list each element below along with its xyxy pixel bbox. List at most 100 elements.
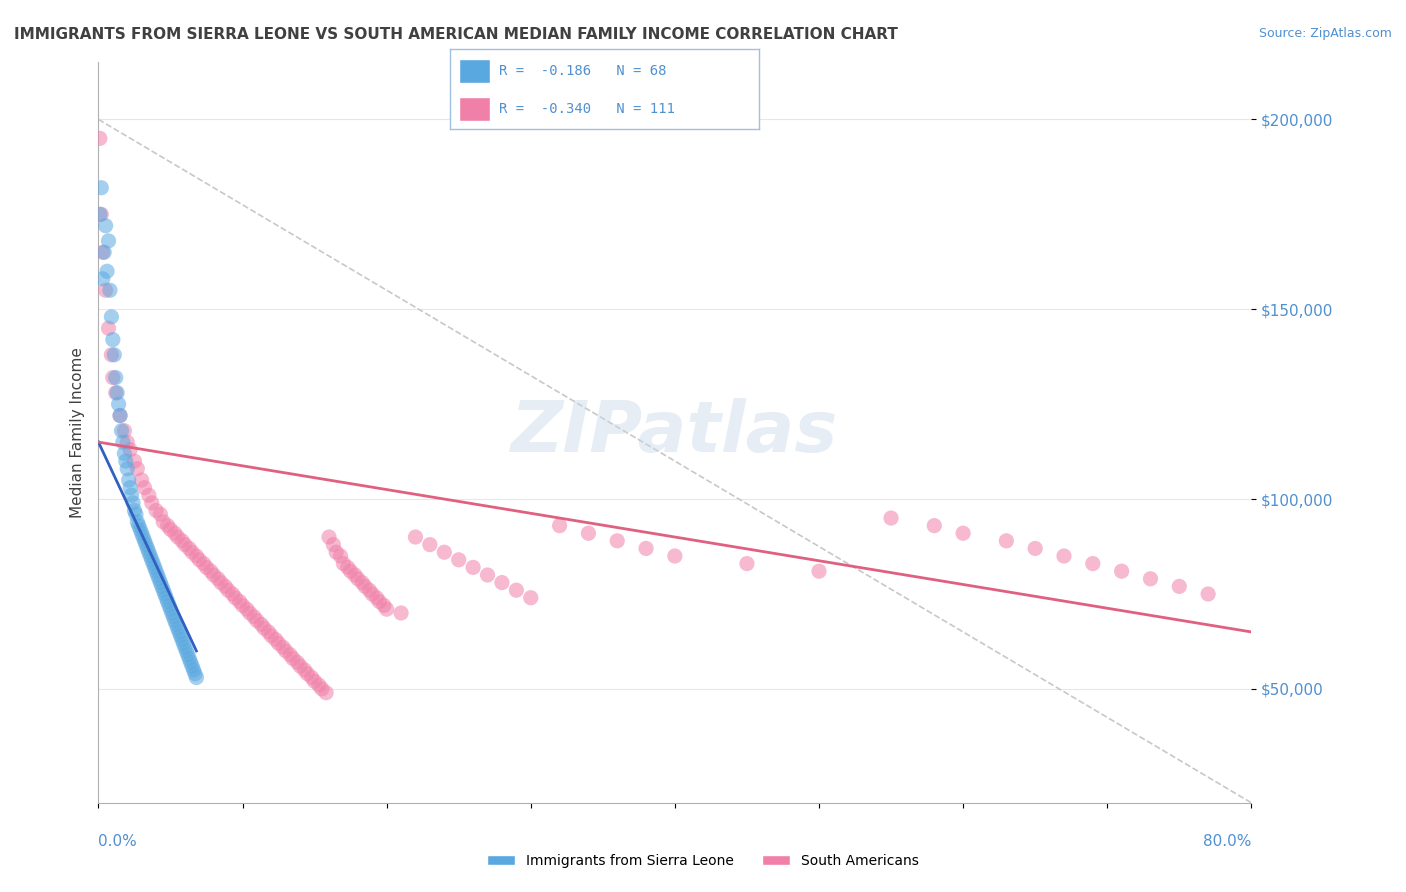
Point (1024, 541, 1046, 556)
Point (143, 560, 166, 574)
Point (97, 234, 120, 248)
Point (297, 666, 319, 681)
Point (122, 496, 145, 510)
Point (214, 579, 236, 593)
Point (236, 602, 259, 616)
Point (162, 609, 184, 624)
Point (170, 632, 193, 647)
Point (491, 575, 513, 590)
FancyBboxPatch shape (460, 59, 491, 83)
Point (952, 526, 974, 541)
Point (100, 310, 122, 324)
Point (104, 385, 127, 400)
Point (124, 503, 146, 517)
Point (200, 564, 222, 578)
Point (447, 553, 470, 567)
Point (131, 473, 153, 487)
Point (329, 549, 352, 563)
Text: 0.0%: 0.0% (98, 834, 138, 849)
Point (311, 681, 333, 696)
Point (120, 442, 142, 457)
Point (105, 385, 128, 400)
FancyBboxPatch shape (460, 97, 491, 121)
Point (179, 651, 201, 665)
Point (359, 583, 381, 598)
Point (281, 651, 304, 665)
Point (433, 545, 456, 559)
Point (134, 481, 156, 495)
Point (145, 503, 167, 517)
Point (153, 587, 176, 601)
Text: IMMIGRANTS FROM SIERRA LEONE VS SOUTH AMERICAN MEDIAN FAMILY INCOME CORRELATION : IMMIGRANTS FROM SIERRA LEONE VS SOUTH AM… (14, 27, 898, 42)
Point (97, 321, 120, 335)
Point (290, 659, 312, 673)
Point (1111, 564, 1133, 578)
Point (186, 671, 208, 685)
Point (93, 245, 115, 260)
Point (177, 648, 200, 662)
Point (96, 264, 118, 278)
Point (405, 530, 427, 544)
Point (174, 640, 197, 654)
Point (375, 602, 398, 616)
Point (253, 621, 276, 635)
Point (294, 663, 316, 677)
Point (156, 594, 179, 608)
Point (389, 606, 412, 620)
Point (548, 518, 571, 533)
Point (90, 207, 112, 221)
Point (117, 435, 138, 450)
Point (181, 545, 204, 559)
Point (101, 333, 124, 347)
Point (163, 526, 186, 541)
Point (352, 575, 374, 590)
Point (278, 648, 301, 662)
Point (264, 632, 287, 647)
Point (159, 602, 181, 616)
Point (520, 591, 543, 605)
Point (117, 461, 138, 475)
Point (361, 587, 384, 601)
Point (89, 207, 111, 221)
Point (94, 283, 117, 297)
Point (505, 583, 527, 598)
Point (118, 473, 141, 487)
Point (325, 545, 347, 559)
Point (354, 579, 377, 593)
Point (606, 533, 628, 548)
Point (165, 617, 187, 632)
Point (231, 599, 254, 613)
Point (308, 678, 330, 692)
Point (107, 397, 129, 411)
Point (166, 530, 188, 544)
Point (217, 583, 239, 598)
Point (149, 508, 172, 522)
Point (271, 640, 294, 654)
Point (110, 424, 132, 438)
Point (346, 572, 368, 586)
Point (228, 594, 250, 608)
Point (112, 424, 135, 438)
Point (174, 538, 197, 552)
Point (91, 272, 114, 286)
Point (322, 538, 344, 552)
Point (343, 568, 366, 582)
Point (157, 599, 180, 613)
Point (163, 614, 186, 628)
Point (180, 656, 202, 670)
Point (285, 656, 308, 670)
Point (578, 526, 600, 541)
Point (159, 523, 181, 537)
Point (169, 629, 191, 643)
Point (807, 564, 830, 578)
Legend: Immigrants from Sierra Leone, South Americans: Immigrants from Sierra Leone, South Amer… (482, 848, 924, 873)
Point (318, 530, 340, 544)
Text: R =  -0.340   N = 111: R = -0.340 N = 111 (499, 103, 675, 116)
Point (160, 606, 183, 620)
Point (246, 614, 269, 628)
Point (339, 564, 361, 578)
Point (125, 508, 148, 522)
Point (332, 557, 354, 571)
Point (221, 587, 243, 601)
Point (108, 409, 131, 423)
